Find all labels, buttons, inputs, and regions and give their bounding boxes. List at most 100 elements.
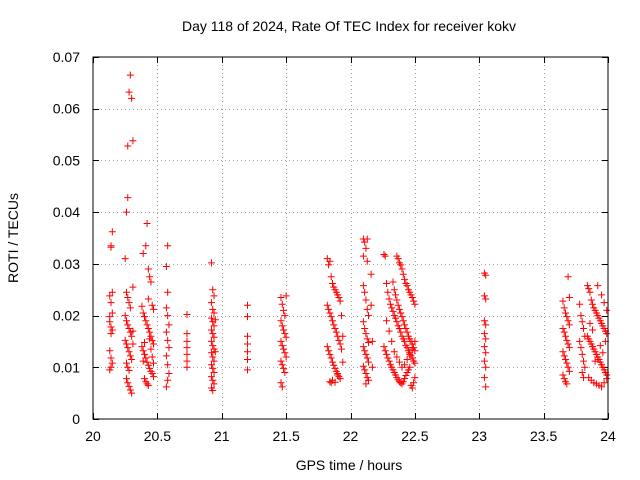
data-point: [106, 347, 114, 355]
data-point: [323, 301, 331, 309]
data-point: [411, 300, 419, 308]
data-point: [210, 357, 218, 365]
data-points: [106, 71, 611, 397]
data-point: [589, 300, 597, 308]
data-point: [482, 321, 490, 329]
data-point: [384, 288, 392, 296]
data-point: [281, 312, 289, 320]
data-point: [336, 297, 344, 305]
data-point: [560, 304, 568, 312]
data-point: [362, 330, 370, 338]
data-point: [362, 244, 370, 252]
data-point: [392, 291, 400, 299]
data-point: [282, 333, 290, 341]
data-point: [583, 282, 591, 290]
data-point: [390, 286, 398, 294]
data-point: [335, 336, 343, 344]
data-point: [106, 313, 114, 321]
data-point: [165, 344, 173, 352]
data-point: [586, 319, 594, 327]
data-point: [410, 297, 418, 305]
data-point: [399, 317, 407, 325]
data-point: [278, 361, 286, 369]
data-point: [328, 317, 336, 325]
data-point: [381, 252, 389, 260]
data-point: [337, 312, 345, 320]
data-point: [367, 301, 375, 309]
data-point: [394, 301, 402, 309]
data-point: [399, 270, 407, 278]
data-point: [124, 321, 132, 329]
data-point: [585, 285, 593, 293]
data-point: [150, 340, 158, 348]
data-point: [141, 313, 148, 321]
data-point: [128, 356, 136, 364]
data-point: [244, 348, 251, 356]
data-point: [362, 296, 370, 304]
data-point: [183, 363, 191, 371]
data-point: [403, 344, 411, 352]
data-point: [164, 242, 172, 250]
data-point: [388, 304, 396, 312]
data-point: [563, 313, 571, 321]
tick-labels: 20 20.5 21 21.5 22 22.5 23 23.5 24 0 0.01 0.02 0.03 0…: [53, 49, 616, 444]
data-point: [144, 265, 152, 273]
grid-lines: [93, 57, 608, 419]
data-point: [144, 361, 152, 369]
data-point: [148, 353, 156, 361]
data-point: [336, 340, 344, 348]
data-point: [564, 273, 572, 281]
data-point: [244, 332, 251, 340]
data-point: [562, 356, 570, 364]
data-point: [282, 353, 290, 361]
data-point: [395, 305, 403, 313]
x-axis-label: GPS time / hours: [296, 457, 403, 473]
x-tick-label: 23.5: [530, 428, 557, 444]
data-point: [146, 364, 154, 372]
data-point: [125, 382, 133, 390]
data-point: [209, 305, 217, 313]
data-point: [362, 369, 370, 377]
data-point: [384, 354, 392, 362]
data-point: [600, 299, 608, 307]
data-point: [397, 261, 405, 269]
data-point: [125, 366, 133, 374]
data-point: [334, 371, 342, 379]
data-point: [121, 255, 129, 263]
data-point: [165, 321, 173, 329]
data-point: [138, 343, 146, 351]
data-point: [281, 330, 289, 338]
data-point: [209, 353, 217, 361]
data-point: [162, 304, 170, 312]
data-point: [363, 354, 371, 362]
data-point: [209, 376, 217, 384]
data-point: [586, 288, 594, 296]
data-point: [401, 321, 409, 329]
data-point: [141, 375, 148, 383]
data-point: [363, 257, 371, 265]
data-point: [126, 386, 134, 394]
data-point: [129, 340, 137, 348]
data-point: [367, 270, 375, 278]
data-point: [482, 335, 490, 343]
data-point: [139, 309, 147, 317]
data-point: [209, 342, 217, 350]
data-point: [578, 318, 586, 326]
data-point: [150, 305, 158, 313]
data-point: [325, 347, 333, 355]
data-point: [326, 257, 334, 265]
data-point: [363, 335, 371, 343]
data-point: [581, 363, 589, 371]
data-point: [395, 358, 403, 366]
data-point: [395, 325, 403, 332]
data-point: [365, 338, 373, 346]
data-point: [359, 252, 367, 260]
data-point: [278, 300, 286, 308]
data-point: [331, 325, 339, 332]
data-point: [480, 330, 488, 338]
data-point: [124, 379, 132, 387]
data-point: [565, 293, 573, 301]
data-point: [278, 383, 286, 391]
data-point: [563, 336, 571, 344]
